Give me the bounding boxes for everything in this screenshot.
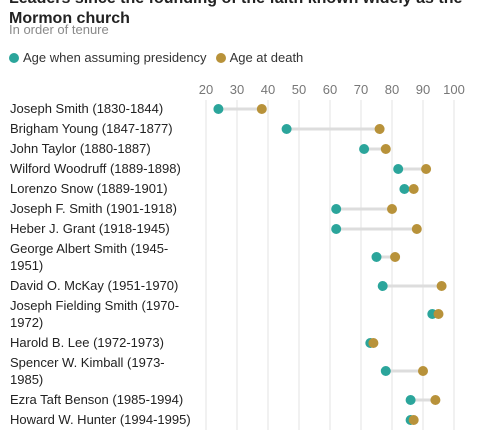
row-label: Harold B. Lee (1972-1973) bbox=[10, 334, 200, 351]
start-age-point bbox=[331, 224, 342, 234]
tick-label-100: 100 bbox=[443, 82, 465, 97]
start-age-point bbox=[399, 184, 410, 194]
start-age-point bbox=[281, 124, 292, 134]
death-age-point bbox=[421, 164, 432, 174]
row-label-line: Wilford Woodruff (1889-1898) bbox=[10, 161, 181, 176]
row-label-line: 1985) bbox=[10, 372, 44, 387]
row-label-line: Lorenzo Snow (1889-1901) bbox=[10, 181, 168, 196]
legend-swatch-death bbox=[215, 52, 226, 63]
legend-label-start: Age when assuming presidency bbox=[23, 50, 207, 65]
row-label-line: 1972) bbox=[10, 315, 44, 330]
death-age-point bbox=[430, 395, 441, 405]
row-label-line: Heber J. Grant (1918-1945) bbox=[10, 221, 170, 236]
row-label: Joseph Fielding Smith (1970- 1972) bbox=[10, 297, 200, 331]
row-label: Wilford Woodruff (1889-1898) bbox=[10, 160, 200, 177]
start-age-point bbox=[380, 366, 391, 376]
row-label-line: Joseph F. Smith (1901-1918) bbox=[10, 201, 177, 216]
death-age-point bbox=[433, 309, 444, 319]
chart-subtitle: In order of tenure bbox=[9, 22, 109, 37]
row-label-line: Howard W. Hunter (1994-1995) bbox=[10, 412, 191, 427]
death-age-point bbox=[408, 415, 419, 425]
row-label: Ezra Taft Benson (1985-1994) bbox=[10, 391, 200, 408]
death-age-point bbox=[256, 104, 267, 114]
tick-label-40: 40 bbox=[261, 82, 275, 97]
legend-label-death: Age at death bbox=[229, 50, 304, 65]
row-label: Heber J. Grant (1918-1945) bbox=[10, 220, 200, 237]
row-label-line: Spencer W. Kimball (1973- bbox=[10, 355, 165, 370]
row-label-line: Ezra Taft Benson (1985-1994) bbox=[10, 392, 184, 407]
tick-label-90: 90 bbox=[416, 82, 430, 97]
death-age-point bbox=[408, 184, 419, 194]
row-label: Howard W. Hunter (1994-1995) bbox=[10, 411, 200, 428]
tick-label-30: 30 bbox=[230, 82, 244, 97]
start-age-point bbox=[393, 164, 404, 174]
legend-item-death: Age at death bbox=[215, 50, 304, 65]
death-age-point bbox=[390, 252, 401, 262]
death-age-point bbox=[368, 338, 379, 348]
start-age-point bbox=[377, 281, 388, 291]
tick-label-60: 60 bbox=[323, 82, 337, 97]
death-age-point bbox=[418, 366, 428, 376]
row-label: Lorenzo Snow (1889-1901) bbox=[10, 180, 200, 197]
row-label-line: Joseph Smith (1830-1844) bbox=[10, 101, 164, 116]
row-label: John Taylor (1880-1887) bbox=[10, 140, 200, 157]
start-age-point bbox=[331, 204, 342, 214]
row-label-line: David O. McKay (1951-1970) bbox=[10, 278, 179, 293]
row-label: Joseph Smith (1830-1844) bbox=[10, 100, 200, 117]
row-label-line: Harold B. Lee (1972-1973) bbox=[10, 335, 164, 350]
chart-legend: Age when assuming presidency Age at deat… bbox=[9, 50, 312, 65]
row-label: Brigham Young (1847-1877) bbox=[10, 120, 200, 137]
row-label-line: 1951) bbox=[10, 258, 44, 273]
death-age-point bbox=[374, 124, 385, 134]
start-age-point bbox=[371, 252, 382, 262]
row-label-line: George Albert Smith (1945- bbox=[10, 241, 169, 256]
start-age-point bbox=[405, 395, 416, 405]
row-label: Joseph F. Smith (1901-1918) bbox=[10, 200, 200, 217]
legend-item-start: Age when assuming presidency bbox=[9, 50, 207, 65]
death-age-point bbox=[380, 144, 391, 154]
tick-label-80: 80 bbox=[385, 82, 399, 97]
tick-label-20: 20 bbox=[199, 82, 213, 97]
row-label-line: Brigham Young (1847-1877) bbox=[10, 121, 173, 136]
row-label: George Albert Smith (1945- 1951) bbox=[10, 240, 200, 274]
row-label-line: Joseph Fielding Smith (1970- bbox=[10, 298, 180, 313]
row-label: Spencer W. Kimball (1973- 1985) bbox=[10, 354, 200, 388]
start-age-point bbox=[359, 144, 370, 154]
row-label: David O. McKay (1951-1970) bbox=[10, 277, 200, 294]
death-age-point bbox=[436, 281, 447, 291]
row-label-line: John Taylor (1880-1887) bbox=[10, 141, 151, 156]
death-age-point bbox=[387, 204, 397, 214]
death-age-point bbox=[411, 224, 422, 234]
chart-title: Leaders since the founding of the faith … bbox=[9, 0, 462, 27]
tick-label-70: 70 bbox=[354, 82, 368, 97]
legend-swatch-start bbox=[9, 52, 19, 63]
tick-label-50: 50 bbox=[292, 82, 306, 97]
start-age-point bbox=[213, 104, 224, 114]
